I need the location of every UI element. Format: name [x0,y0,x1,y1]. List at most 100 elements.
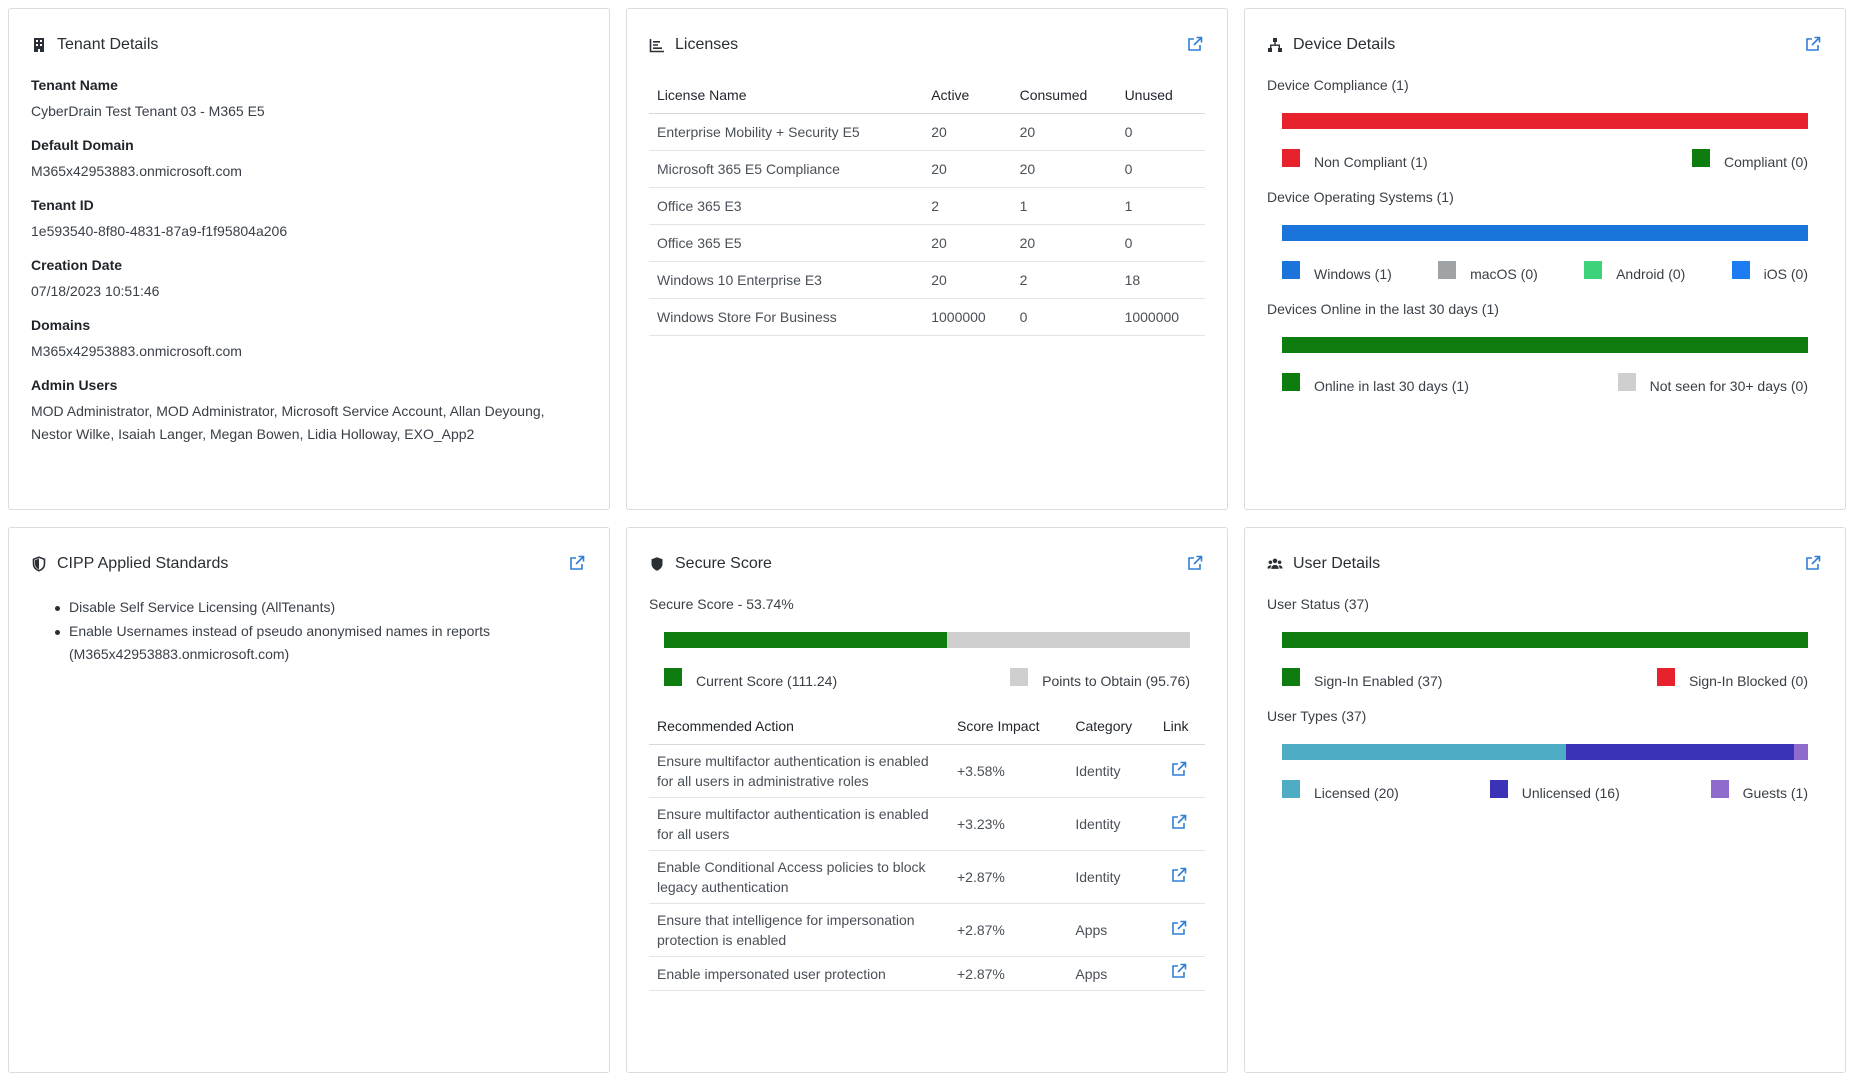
legend-swatch [1584,261,1603,279]
external-link-icon[interactable] [1187,555,1205,573]
field-value: 07/18/2023 10:51:46 [31,283,160,299]
external-link-icon[interactable] [1171,920,1189,938]
section-label: Device Operating Systems (1) [1267,189,1454,205]
legend-swatch [664,668,682,686]
legend-item: Android (0) [1584,261,1685,283]
legend-label: Online in last 30 days (1) [1314,378,1469,394]
table-cell: Windows 10 Enterprise E3 [649,261,924,299]
legend: Windows (1) macOS (0) Android (0) iOS (0) [1282,261,1808,283]
stacked-bar [1282,113,1808,129]
device-details-card: Device Details Device Compliance (1) Non … [1244,8,1846,510]
field-value: MOD Administrator, MOD Administrator, Mi… [31,403,545,442]
secure-score-header: Secure Score [649,550,1205,578]
bar-segment [1566,744,1794,760]
recommended-action: Enable impersonated user protection [649,956,949,991]
card-title: User Details [1293,555,1381,572]
column-header: Active [923,77,1012,114]
category: Identity [1067,744,1155,798]
field-label: Domains [31,317,91,333]
legend-item: Sign-In Enabled (37) [1282,668,1442,690]
field-label: Admin Users [31,377,118,393]
external-link-icon[interactable] [1805,555,1823,573]
field-label: Tenant Name [31,77,118,93]
table-cell: 20 [923,261,1012,299]
legend-item: Licensed (20) [1282,780,1399,802]
table-row: Office 365 E5 20 20 0 [649,224,1205,262]
external-link-icon[interactable] [569,555,587,573]
table-row: Windows Store For Business 1000000 0 100000… [649,298,1205,336]
building-icon [31,37,47,53]
card-title: Device Details [1293,36,1396,53]
tenant-field: Default Domain M365x42953883.onmicrosoft.… [31,137,587,183]
legend: Non Compliant (1) Compliant (0) [1282,149,1808,171]
users-icon [1267,556,1283,572]
legend-swatch [1282,668,1300,686]
section-label: Device Compliance (1) [1267,77,1409,93]
field-value: M365x42953883.onmicrosoft.com [31,343,242,359]
bar-segment [1282,225,1808,241]
table-cell: Microsoft 365 E5 Compliance [649,150,924,188]
external-link-icon[interactable] [1187,36,1205,54]
legend: Online in last 30 days (1) Not seen for 3… [1282,373,1808,395]
legend-item: iOS (0) [1731,261,1808,283]
table-cell: Windows Store For Business [649,298,924,336]
table-cell: 20 [923,113,1012,151]
external-link-icon[interactable] [1171,814,1189,832]
legend-label: Not seen for 30+ days (0) [1649,378,1808,394]
legend-swatch [1282,373,1300,391]
table-cell: 18 [1116,261,1205,299]
external-link-icon[interactable] [1805,36,1823,54]
bar-segment [1793,744,1808,760]
bar-segment [1282,632,1808,648]
bar-segment [1282,337,1808,353]
legend-item: Guests (1) [1710,780,1808,802]
standard-item: Enable Usernames instead of pseudo anony… [55,620,587,666]
legend-swatch [1489,780,1508,798]
legend-item: Non Compliant (1) [1282,149,1428,171]
field-label: Tenant ID [31,197,94,213]
legend-item: Not seen for 30+ days (0) [1617,373,1808,395]
table-cell: 2 [1011,261,1117,299]
legend-swatch [1282,261,1300,279]
legend-label: Points to Obtain (95.76) [1042,673,1190,689]
legend-item: macOS (0) [1438,261,1538,283]
card-title: CIPP Applied Standards [57,555,229,572]
table-row: Ensure multifactor authentication is ena… [649,744,1205,798]
tenant-details-header: Tenant Details [31,31,587,59]
secure-score-legend: Current Score (111.24) Points to Obtain (… [664,668,1190,690]
legend-swatch [1282,780,1300,798]
legend-item: Points to Obtain (95.76) [1010,668,1190,690]
bar-segment [1282,113,1808,129]
table-row: Windows 10 Enterprise E3 20 2 18 [649,261,1205,299]
recommended-action: Ensure multifactor authentication is ena… [649,797,949,851]
legend-label: Unlicensed (16) [1521,785,1620,801]
legend-swatch [1617,373,1636,391]
external-link-icon[interactable] [1171,867,1189,885]
legend-label: iOS (0) [1763,266,1808,282]
shield-filled-icon [649,556,665,572]
legend: Sign-In Enabled (37) Sign-In Blocked (0) [1282,668,1808,690]
stacked-bar [1282,744,1808,760]
table-row: Microsoft 365 E5 Compliance 20 20 0 [649,150,1205,188]
link-cell [1154,797,1205,851]
shield-icon [31,556,47,572]
legend-label: Licensed (20) [1314,785,1399,801]
external-link-icon[interactable] [1171,963,1189,981]
field-label: Creation Date [31,257,123,273]
standards-card: CIPP Applied Standards Disable Self Serv… [8,527,610,1073]
stacked-bar [1282,632,1808,648]
table-cell: 0 [1116,224,1205,262]
table-cell: Office 365 E3 [649,187,924,225]
field-value: M365x42953883.onmicrosoft.com [31,163,242,179]
recommended-actions-table: Recommended Action Score Impact Category Li… [649,708,1205,991]
legend-swatch [1438,261,1457,279]
table-cell: 0 [1011,298,1117,336]
field-value: CyberDrain Test Tenant 03 - M365 E5 [31,103,265,119]
secure-score-card: Secure Score Secure Score - 53.74% Curre… [626,527,1228,1073]
legend-label: Non Compliant (1) [1314,154,1428,170]
category: Apps [1067,903,1155,957]
table-cell: 20 [1011,224,1117,262]
table-row: Ensure multifactor authentication is ena… [649,797,1205,851]
table-cell: Office 365 E5 [649,224,924,262]
external-link-icon[interactable] [1171,761,1189,779]
